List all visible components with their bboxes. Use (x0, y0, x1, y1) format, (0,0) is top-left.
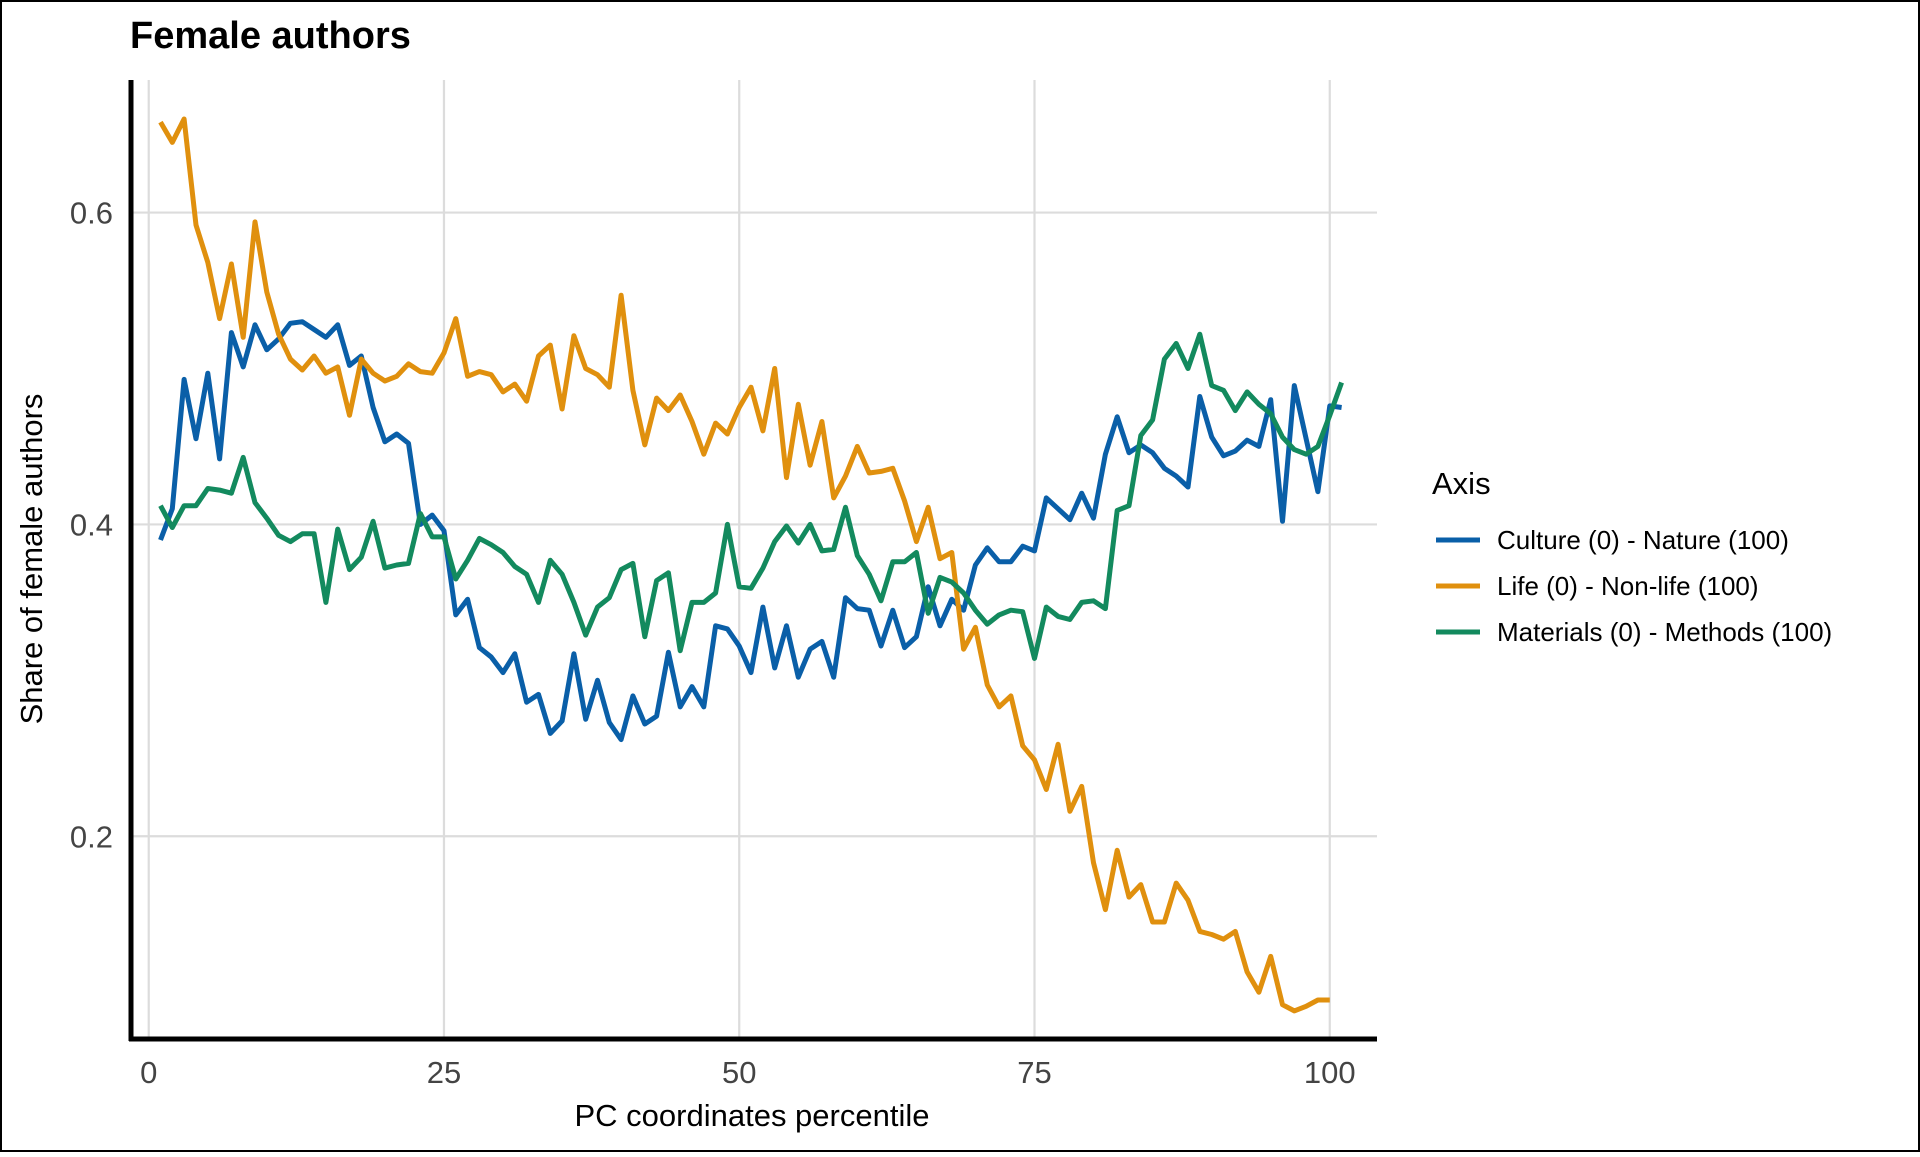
legend-label: Life (0) - Non-life (100) (1497, 571, 1759, 601)
series-line-2 (158, 116, 1330, 1014)
y-axis-label: Share of female authors (14, 394, 49, 725)
x-tick-label: 25 (427, 1055, 461, 1090)
series-line-1 (158, 319, 1342, 743)
legend-label: Culture (0) - Nature (100) (1497, 525, 1789, 555)
y-tick-labels: 0.2 0.4 0.6 (70, 196, 113, 855)
x-tick-label: 50 (722, 1055, 756, 1090)
series-layer (158, 116, 1344, 1014)
chart-title: Female authors (130, 15, 411, 57)
series-line-3 (158, 331, 1344, 661)
y-tick-label: 0.4 (70, 507, 113, 542)
x-axis-label: PC coordinates percentile (575, 1098, 930, 1133)
legend-items: Culture (0) - Nature (100) Life (0) - Non… (1436, 525, 1832, 647)
legend: Axis Culture (0) - Nature (100) Life (0) … (1432, 466, 1832, 647)
legend-item: Materials (0) - Methods (100) (1436, 617, 1832, 647)
x-tick-label: 0 (140, 1055, 157, 1090)
legend-item: Culture (0) - Nature (100) (1436, 525, 1789, 555)
legend-item: Life (0) - Non-life (100) (1436, 571, 1759, 601)
y-tick-label: 0.2 (70, 819, 113, 854)
legend-title: Axis (1432, 466, 1491, 501)
gridlines (131, 80, 1377, 1039)
x-tick-label: 75 (1017, 1055, 1051, 1090)
legend-label: Materials (0) - Methods (100) (1497, 617, 1832, 647)
x-tick-label: 100 (1304, 1055, 1356, 1090)
x-tick-labels: 0 25 50 75 100 (140, 1055, 1356, 1090)
y-tick-label: 0.6 (70, 196, 113, 231)
